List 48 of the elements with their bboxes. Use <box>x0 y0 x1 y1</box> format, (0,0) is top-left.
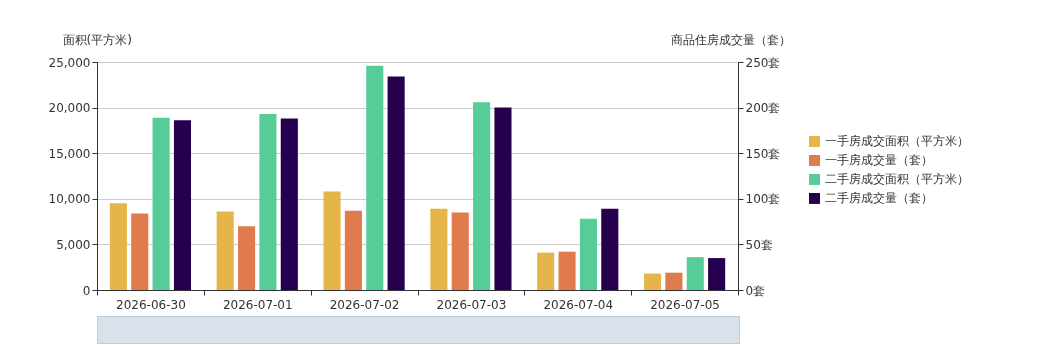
x-tick-label: 2026-07-01 <box>222 297 293 312</box>
y-tick-label: 25,000 <box>48 55 91 70</box>
bar <box>387 76 405 290</box>
y2-tick-label: 50套 <box>745 237 773 252</box>
x-tick-label: 2026-07-02 <box>329 297 400 312</box>
bar <box>131 213 149 290</box>
bar <box>216 211 234 290</box>
bar <box>366 65 384 290</box>
bar <box>601 208 619 290</box>
bar <box>579 218 597 290</box>
x-tick-label: 2026-07-05 <box>650 297 720 312</box>
bar <box>152 117 170 290</box>
y2-tick-label: 150套 <box>745 146 781 161</box>
y-axis-title: 面积(平方米) <box>62 32 132 47</box>
legend-label: 二手房成交量（套） <box>825 191 933 206</box>
y-tick-label: 5,000 <box>56 237 91 252</box>
y2-tick-label: 200套 <box>745 101 781 116</box>
legend-label: 二手房成交面积（平方米） <box>825 172 969 187</box>
bar <box>173 120 192 290</box>
bar <box>451 212 469 290</box>
x-tick-label: 2026-07-04 <box>543 297 614 312</box>
y-tick-label: 10,000 <box>48 192 91 207</box>
y-tick-label: 0 <box>82 283 91 298</box>
legend-label: 一手房成交量（套） <box>825 153 933 168</box>
bar <box>238 226 256 290</box>
legend-label: 一手房成交面积（平方米） <box>825 134 969 149</box>
bar <box>109 203 127 290</box>
y-tick-label: 20,000 <box>48 101 91 116</box>
x-tick-label: 2026-07-03 <box>436 297 507 312</box>
bar <box>558 251 576 290</box>
y-tick-label: 15,000 <box>48 146 91 161</box>
x-tick-label: 2026-06-30 <box>116 297 186 312</box>
bar <box>643 273 662 290</box>
y2-tick-label: 250套 <box>745 55 781 70</box>
bar <box>473 102 491 290</box>
bar <box>259 113 277 290</box>
bar <box>708 258 726 290</box>
bar <box>323 191 341 290</box>
y2-tick-label: 0套 <box>745 283 766 298</box>
bar <box>665 272 683 290</box>
bar <box>280 118 298 290</box>
bar <box>430 208 448 290</box>
y2-tick-label: 100套 <box>745 192 781 207</box>
bar <box>686 257 704 290</box>
y2-axis-title: 商品住房成交量（套） <box>670 32 791 47</box>
bar <box>537 252 555 290</box>
bar <box>344 210 362 290</box>
bar <box>494 107 512 290</box>
